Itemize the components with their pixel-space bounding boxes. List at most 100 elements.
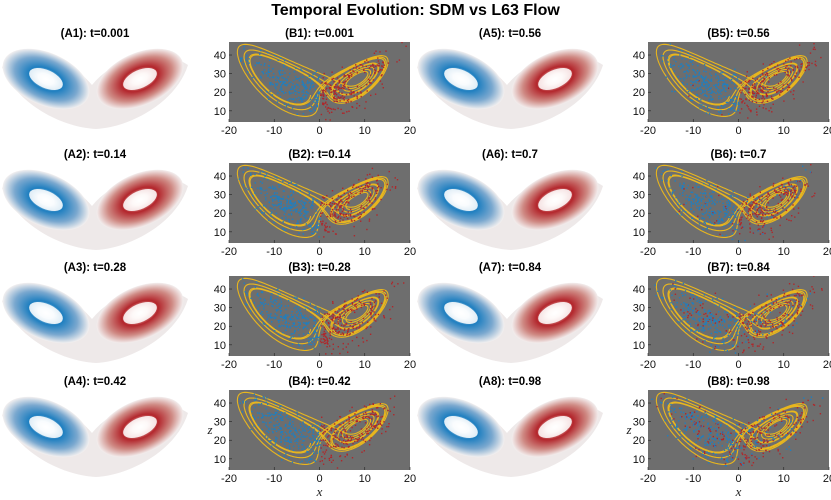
x-tick-label: -10 — [266, 473, 282, 485]
y-tick-label: 40 — [214, 398, 226, 410]
x-tick-label: -10 — [266, 359, 282, 371]
y-tick-label: 10 — [214, 340, 226, 352]
panel-b7: -20 -10 0 10 20 10 20 30 40 (B7): t=0.84 — [625, 261, 831, 386]
x-tick-label: 20 — [404, 359, 416, 371]
x-tick-label: -20 — [221, 473, 237, 485]
l63-trajectory — [236, 43, 389, 117]
left-lobe-core — [29, 415, 63, 439]
panel-title: (B6): t=0.7 — [710, 149, 767, 161]
ensemble-points — [651, 393, 824, 467]
l63-scatter-plot: -20 -10 0 10 20 10 20 30 40 — [633, 42, 831, 137]
panel-title: (A3): t=0.28 — [63, 262, 127, 274]
panel-a7: (A7): t=0.84 — [415, 261, 605, 369]
panel-b4: -20 -10 0 10 20 10 20 30 40 x z (B4): t=0.42 — [206, 375, 416, 500]
panel-a2: (A2): t=0.14 — [0, 148, 190, 256]
y-tick-label: 20 — [633, 87, 645, 99]
y-tick-label: 30 — [214, 190, 226, 202]
right-lobe-core — [538, 188, 572, 212]
right-lobe-core — [538, 415, 572, 439]
x-tick-label: 0 — [316, 125, 322, 137]
x-tick-label: 0 — [735, 125, 741, 137]
left-lobe-core — [444, 67, 478, 91]
y-tick-label: 30 — [633, 69, 645, 81]
y-tick-label: 10 — [633, 454, 645, 466]
x-tick-label: -20 — [640, 473, 656, 485]
x-tick-label: 20 — [823, 359, 831, 371]
panel-title: (A6): t=0.7 — [482, 149, 538, 161]
l63-trajectory — [236, 277, 389, 351]
panel-title: (B2): t=0.14 — [288, 149, 351, 161]
sdm-density-plot — [2, 282, 188, 363]
l63-scatter-plot: -20 -10 0 10 20 10 20 30 40 x z — [625, 390, 831, 499]
x-tick-label: 0 — [316, 246, 322, 258]
panel-title: (B1): t=0.001 — [285, 28, 354, 40]
panel-b6: -20 -10 0 10 20 10 20 30 40 (B6): t=0.7 — [625, 148, 831, 273]
y-tick-label: 40 — [214, 50, 226, 62]
y-tick-label: 20 — [633, 435, 645, 447]
x-tick-label: -10 — [685, 125, 701, 137]
x-tick-label: 20 — [823, 473, 831, 485]
l63-trajectory — [655, 43, 808, 117]
panel-title: (A2): t=0.14 — [63, 149, 127, 161]
l63-trajectory — [655, 277, 808, 351]
y-tick-label: 30 — [214, 417, 226, 429]
right-lobe-core — [123, 67, 157, 91]
x-tick-label: 0 — [316, 359, 322, 371]
left-lobe-core — [29, 67, 63, 91]
x-tick-label: -20 — [640, 359, 656, 371]
x-tick-label: 10 — [359, 125, 371, 137]
panel-title: (B5): t=0.56 — [707, 28, 770, 40]
x-tick-label: -10 — [266, 246, 282, 258]
panel-a1: (A1): t=0.001 — [0, 27, 190, 135]
x-tick-label: -20 — [221, 246, 237, 258]
y-tick-label: 20 — [214, 321, 226, 333]
y-tick-label: 10 — [214, 106, 226, 118]
l63-trajectory — [236, 164, 389, 238]
l63-scatter-plot: -20 -10 0 10 20 10 20 30 40 — [214, 276, 416, 371]
y-tick-label: 10 — [214, 454, 226, 466]
x-tick-label: 20 — [823, 246, 831, 258]
y-axis-label: z — [206, 422, 212, 437]
ensemble-points — [654, 276, 823, 354]
x-tick-label: -10 — [266, 125, 282, 137]
y-tick-label: 30 — [214, 303, 226, 315]
figure-title: Temporal Evolution: SDM vs L63 Flow — [271, 2, 560, 19]
right-lobe-core — [538, 301, 572, 325]
x-tick-label: 10 — [778, 359, 790, 371]
sdm-density-plot — [2, 396, 188, 477]
y-tick-label: 40 — [214, 171, 226, 183]
x-tick-label: 10 — [778, 125, 790, 137]
y-tick-label: 30 — [214, 69, 226, 81]
l63-scatter-plot: -20 -10 0 10 20 10 20 30 40 — [214, 42, 416, 137]
sdm-density-plot — [417, 169, 603, 250]
sdm-density-plot — [2, 169, 188, 250]
x-tick-label: 0 — [735, 246, 741, 258]
x-tick-label: -10 — [685, 246, 701, 258]
ensemble-points — [240, 42, 407, 121]
y-tick-label: 40 — [633, 398, 645, 410]
l63-trajectory — [655, 391, 808, 465]
l63-scatter-plot: -20 -10 0 10 20 10 20 30 40 — [633, 163, 831, 258]
ensemble-points — [655, 164, 816, 242]
y-tick-label: 40 — [633, 171, 645, 183]
y-tick-label: 40 — [633, 50, 645, 62]
x-tick-label: -10 — [685, 359, 701, 371]
panel-title: (B7): t=0.84 — [707, 262, 770, 274]
x-tick-label: -10 — [685, 473, 701, 485]
l63-scatter-plot: -20 -10 0 10 20 10 20 30 40 x z — [206, 390, 416, 499]
x-axis-label: x — [735, 484, 742, 499]
x-tick-label: 20 — [404, 125, 416, 137]
x-tick-label: 0 — [735, 359, 741, 371]
x-tick-label: 0 — [735, 473, 741, 485]
y-tick-label: 20 — [633, 208, 645, 220]
x-tick-label: 20 — [404, 246, 416, 258]
x-tick-label: 20 — [404, 473, 416, 485]
panel-title: (B4): t=0.42 — [288, 376, 351, 388]
l63-trajectory — [236, 391, 389, 465]
y-tick-label: 30 — [633, 417, 645, 429]
panel-title: (A4): t=0.42 — [63, 376, 127, 388]
y-tick-label: 30 — [633, 303, 645, 315]
panel-b5: -20 -10 0 10 20 10 20 30 40 (B5): t=0.56 — [625, 27, 831, 152]
ensemble-points — [238, 167, 399, 238]
y-axis-label: z — [625, 422, 631, 437]
